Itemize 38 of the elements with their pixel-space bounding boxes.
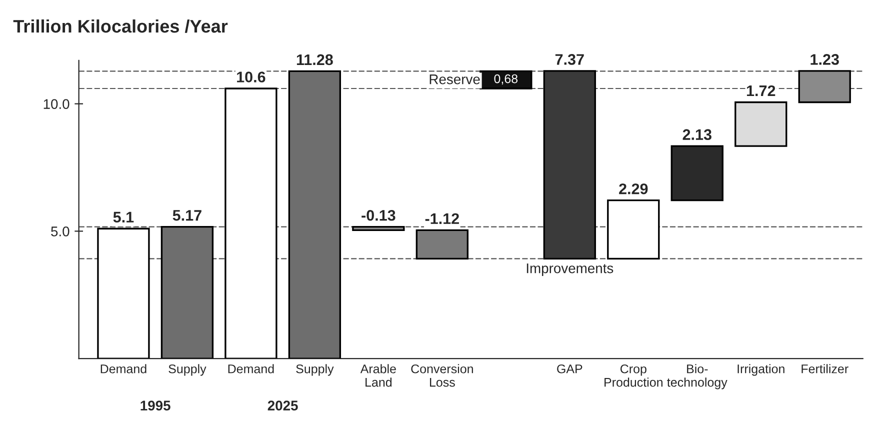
data-label: 2.13	[682, 129, 712, 140]
x-tick-label: Bio- technology	[667, 364, 728, 390]
bar	[160, 226, 214, 359]
annotation: Improvements	[526, 264, 614, 276]
data-label: 1.72	[746, 85, 776, 96]
text: 2025	[268, 400, 298, 410]
chart-title: Trillion Kilocalories /Year	[13, 19, 228, 33]
data-label: -0.13	[362, 210, 396, 221]
x-tick-label: GAP	[557, 364, 582, 374]
bar	[416, 229, 468, 260]
bar	[543, 70, 596, 260]
x-tick-label: Irrigation	[738, 364, 784, 376]
data-label: 5.17	[172, 210, 202, 221]
x-tick-label: Supply	[296, 364, 334, 376]
y-tick-label: 5.0	[51, 226, 70, 236]
bar	[670, 145, 724, 202]
data-label: 11.28	[296, 54, 333, 66]
data-label: 1.23	[810, 54, 839, 65]
data-label: -1.12	[425, 213, 459, 224]
x-tick-label: Arable Land	[360, 364, 396, 387]
bar	[734, 101, 788, 147]
x-tick-label: Demand	[100, 364, 146, 374]
data-label: 0,68	[494, 74, 518, 85]
data-label: 7.37	[555, 54, 584, 65]
text: 1995	[140, 400, 170, 410]
bar	[288, 70, 342, 359]
x-tick-label: Supply	[168, 364, 206, 376]
bar	[798, 70, 851, 104]
data-label: 2.29	[619, 183, 648, 194]
x-tick-label: Fertilizer	[802, 364, 848, 374]
data-label: 10.6	[237, 72, 266, 82]
bar	[352, 226, 405, 231]
x-tick-label: Conversion Loss	[411, 364, 473, 387]
data-label: 5.1	[113, 212, 134, 223]
x-tick-label: Demand	[228, 364, 274, 374]
x-tick-label: Crop Production	[604, 364, 662, 387]
annotation: Reserve	[430, 74, 480, 84]
y-tick-label: 10.0	[44, 99, 70, 109]
